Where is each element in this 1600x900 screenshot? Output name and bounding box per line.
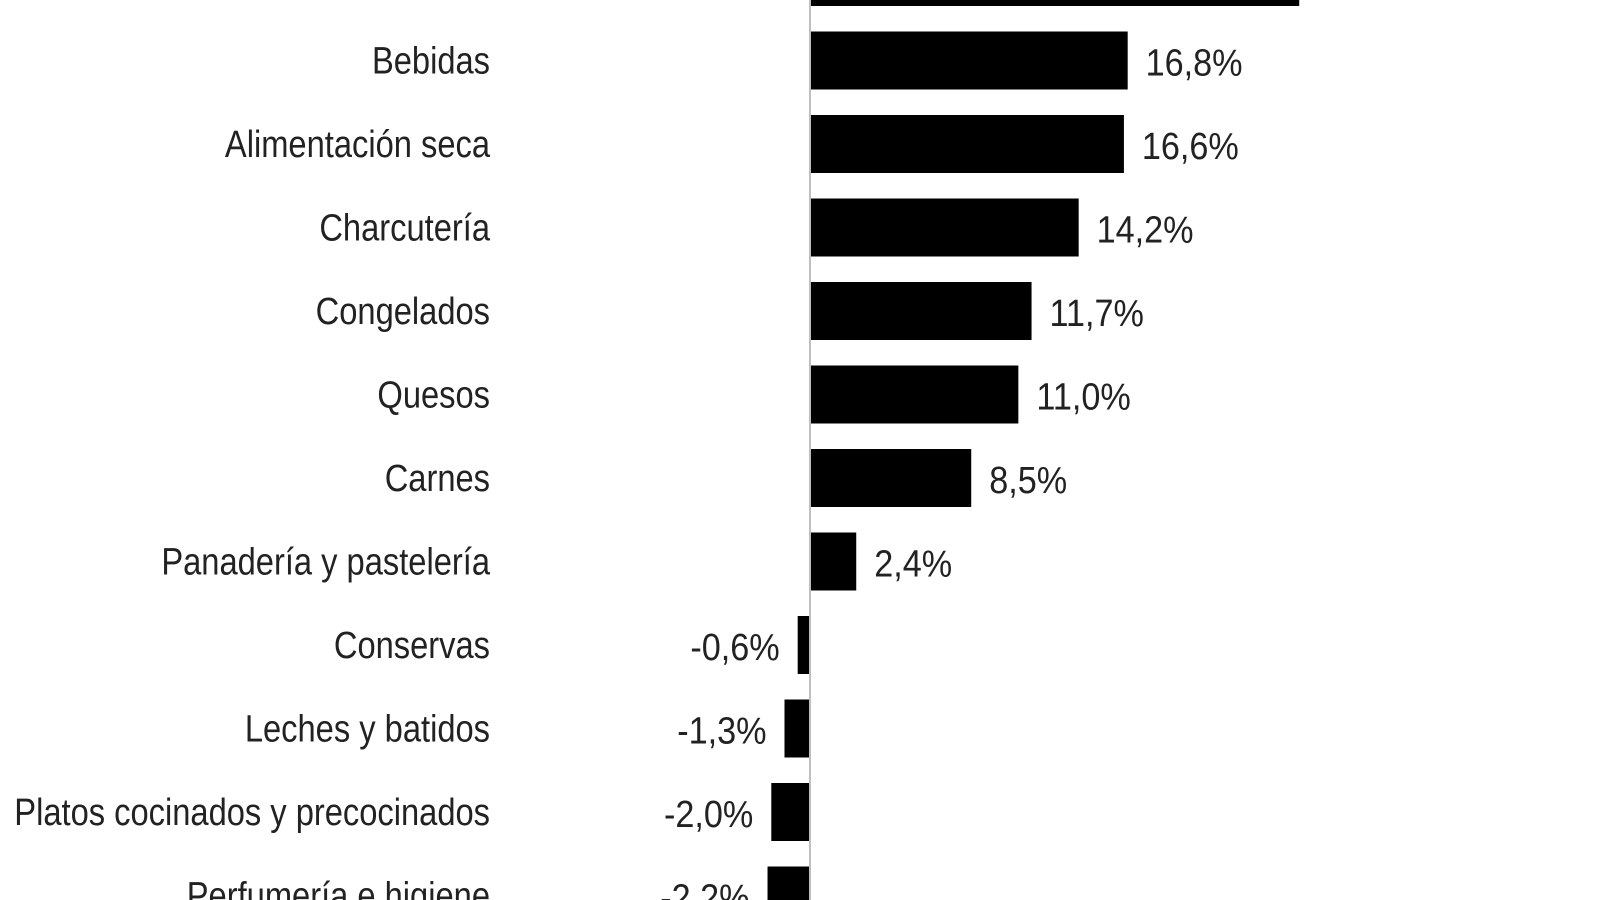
category-label: Alimentación seca [225,123,490,166]
bar [811,115,1124,173]
bar [811,0,1300,6]
data-label: 16,6% [1142,124,1239,167]
category-label: Congelados [316,290,490,333]
data-label: 16,8% [1146,41,1243,84]
data-label: 14,2% [1097,208,1194,251]
category-label: Conservas [334,624,490,667]
category-label: Carnes [385,457,490,500]
data-label: 2,4% [874,542,952,585]
bar [767,866,809,900]
data-label: -2,2% [660,876,749,900]
category-label: Quesos [377,373,490,416]
bar [811,365,1019,424]
category-label: Platos cocinados y precocinados [14,791,490,834]
data-label: -1,3% [677,709,766,752]
bar [811,31,1128,90]
data-label: 11,0% [1036,375,1130,418]
bar [784,699,809,758]
bar [811,282,1032,340]
category-label: Perfumería e higiene [187,874,490,900]
bar [771,783,809,841]
bar [811,449,972,507]
category-label: Panadería y pastelería [161,540,490,583]
data-label: -2,0% [664,792,753,835]
category-label: Leches y batidos [245,707,490,750]
data-label: 8,5% [989,458,1067,501]
bar [797,616,809,674]
data-label: -0,6% [690,625,779,668]
bar [811,532,857,591]
category-label: Charcutería [319,206,490,249]
bar [811,198,1079,257]
category-label: Bebidas [372,39,490,82]
data-label: 11,7% [1050,291,1144,334]
